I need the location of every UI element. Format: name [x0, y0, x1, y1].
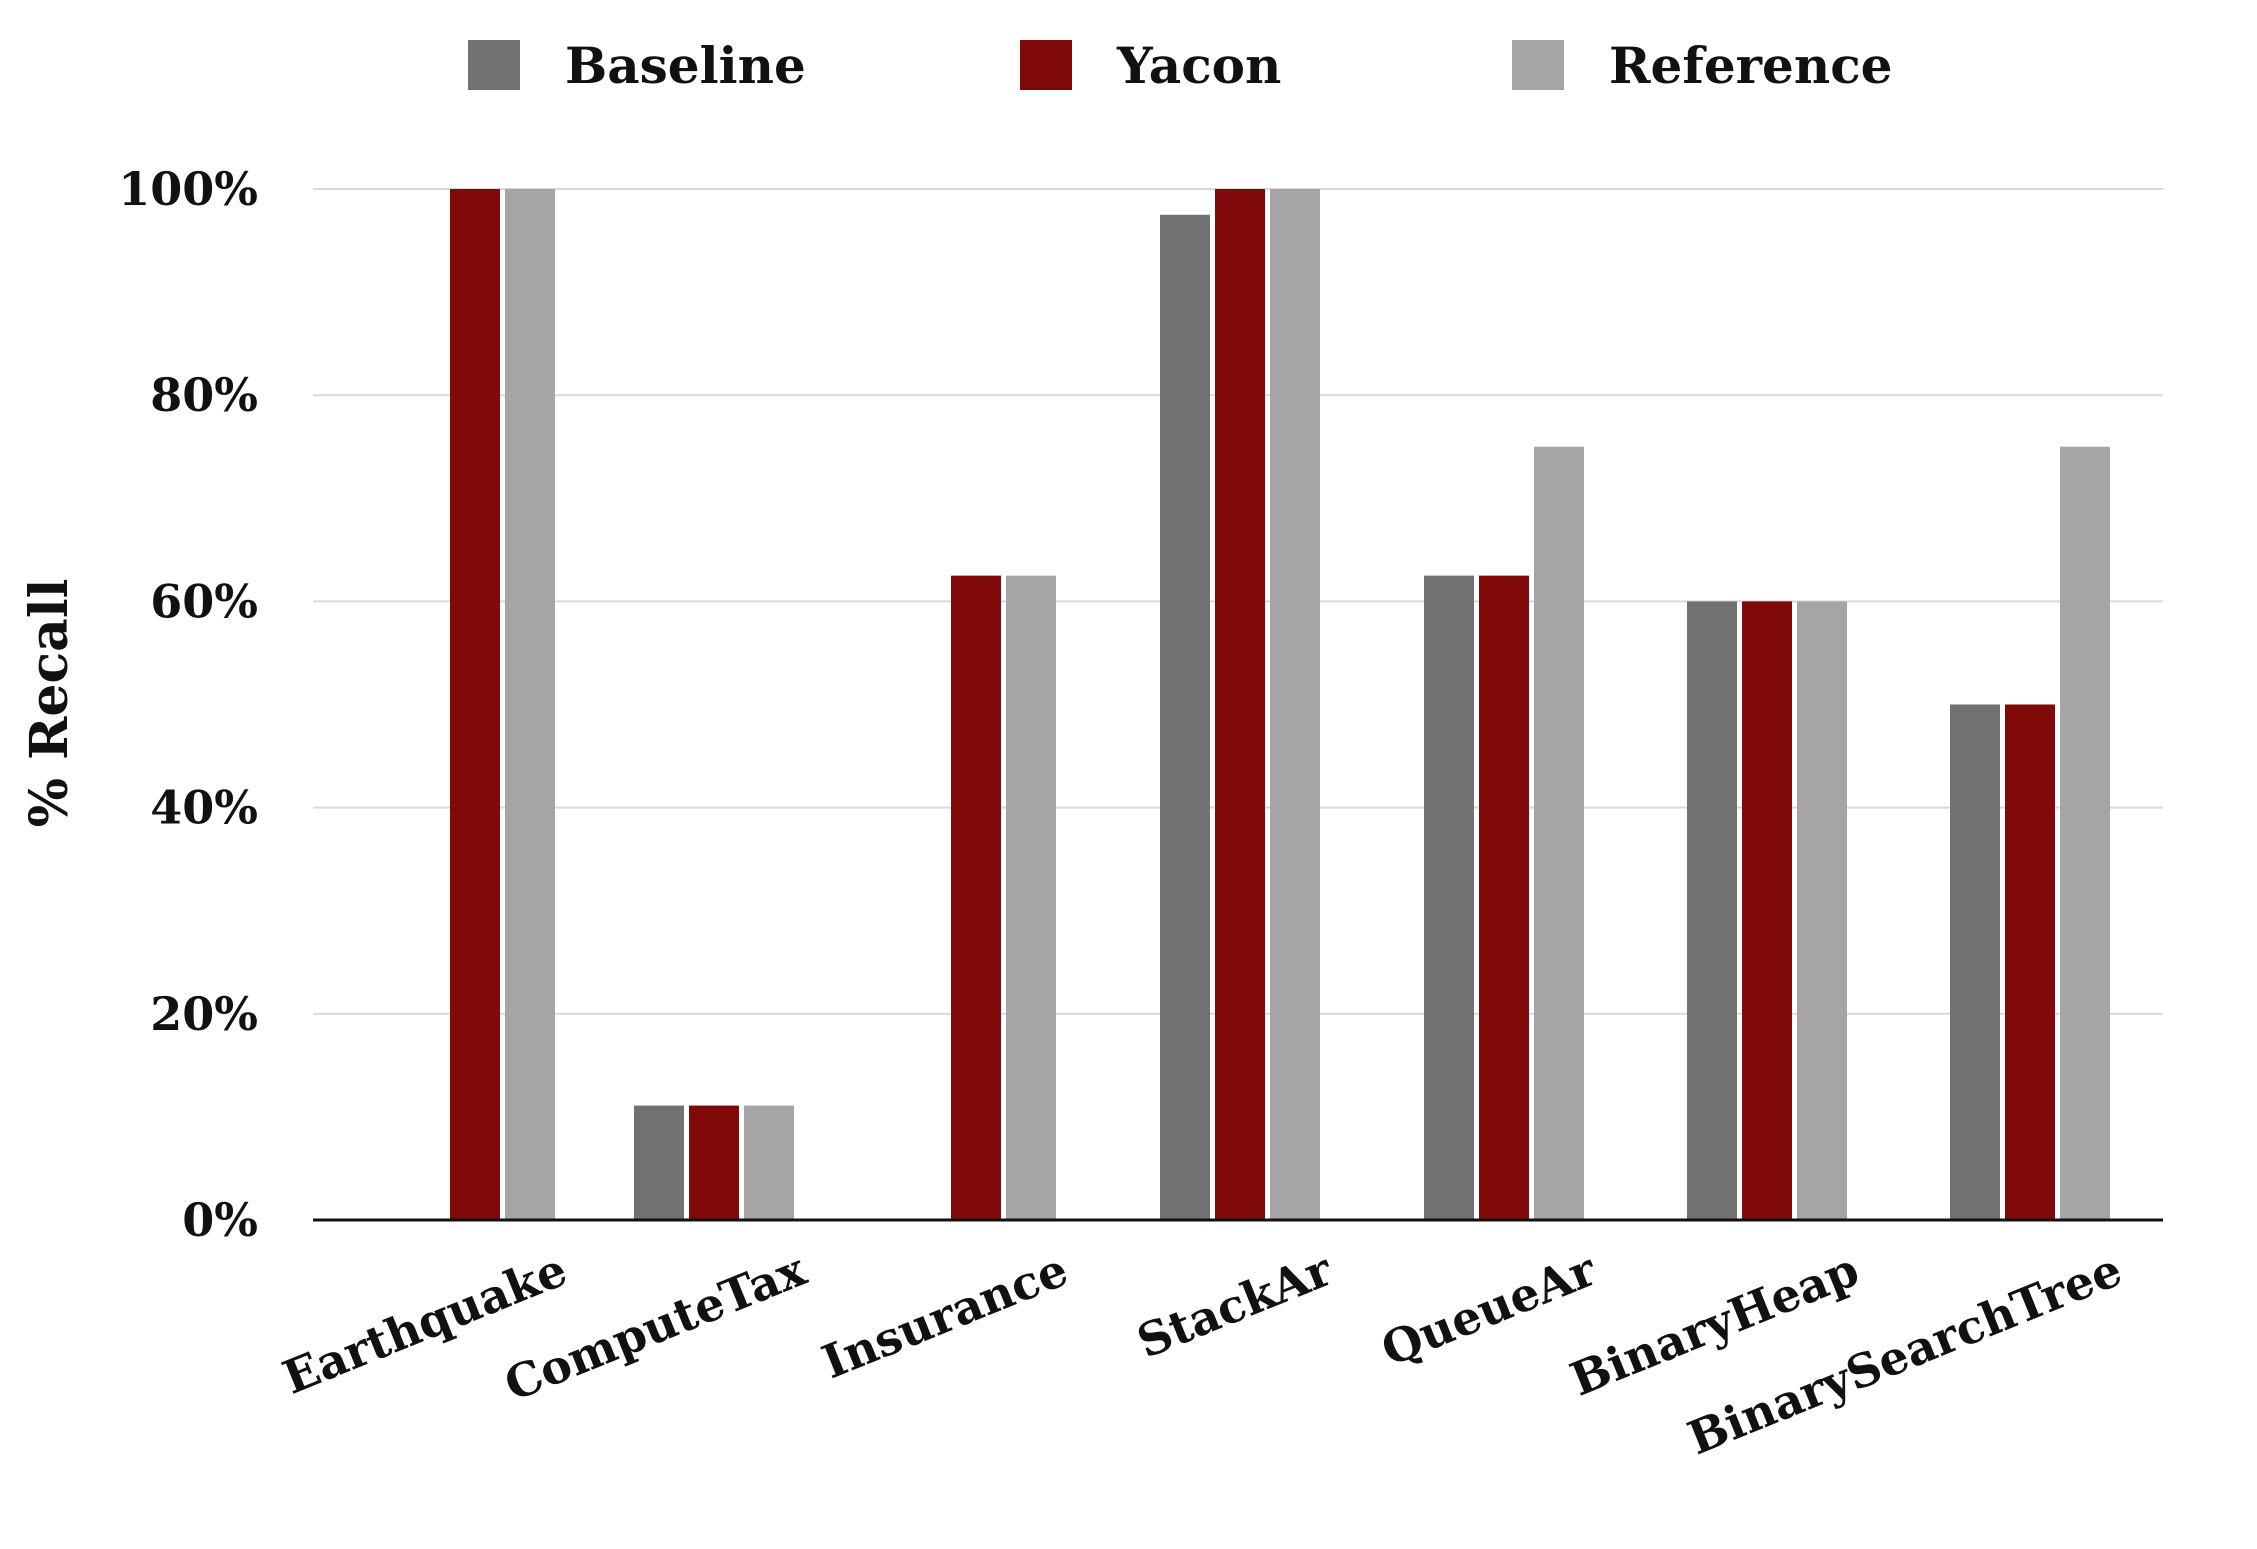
- legend-swatch-yacon: [1020, 40, 1072, 90]
- y-tick-label: 20%: [150, 987, 258, 1041]
- bar-reference-binarysearchtree: [2060, 446, 2110, 1220]
- bar-reference-binaryheap: [1797, 601, 1847, 1220]
- legend-label-reference: Reference: [1609, 36, 1892, 95]
- bar-reference-queuear: [1534, 446, 1584, 1220]
- x-category-label: Insurance: [815, 1242, 1075, 1389]
- y-tick-label: 60%: [150, 574, 258, 628]
- bar-baseline-binaryheap: [1687, 601, 1737, 1220]
- bar-yacon-insurance: [951, 575, 1001, 1220]
- y-tick-label: 100%: [118, 162, 258, 216]
- legend-swatch-reference: [1512, 40, 1564, 90]
- bar-baseline-stackar: [1160, 214, 1210, 1220]
- x-category-label: StackAr: [1130, 1242, 1340, 1369]
- bars: [450, 189, 2110, 1220]
- bar-reference-stackar: [1270, 189, 1320, 1220]
- legend: Baseline Yacon Reference: [468, 36, 1892, 95]
- bar-reference-computetax: [744, 1105, 794, 1220]
- bar-yacon-earthquake: [450, 189, 500, 1220]
- bar-reference-insurance: [1006, 575, 1056, 1220]
- bar-baseline-computetax: [634, 1105, 684, 1220]
- bar-yacon-binarysearchtree: [2005, 704, 2055, 1220]
- bar-yacon-binaryheap: [1742, 601, 1792, 1220]
- bar-yacon-stackar: [1215, 189, 1265, 1220]
- legend-label-yacon: Yacon: [1116, 36, 1281, 95]
- x-category-label: BinarySearchTree: [1680, 1242, 2129, 1465]
- y-tick-label: 80%: [150, 368, 258, 422]
- bar-baseline-binarysearchtree: [1950, 704, 2000, 1220]
- bar-reference-earthquake: [505, 189, 555, 1220]
- y-tick-label: 0%: [182, 1193, 258, 1247]
- y-axis-title: % Recall: [19, 579, 80, 828]
- bar-baseline-queuear: [1424, 575, 1474, 1220]
- y-tick-label: 40%: [150, 781, 258, 835]
- legend-label-baseline: Baseline: [565, 36, 806, 95]
- bar-yacon-queuear: [1479, 575, 1529, 1220]
- legend-swatch-baseline: [468, 40, 520, 90]
- y-tick-labels: 0% 20% 40% 60% 80% 100%: [118, 162, 258, 1247]
- bar-yacon-computetax: [689, 1105, 739, 1220]
